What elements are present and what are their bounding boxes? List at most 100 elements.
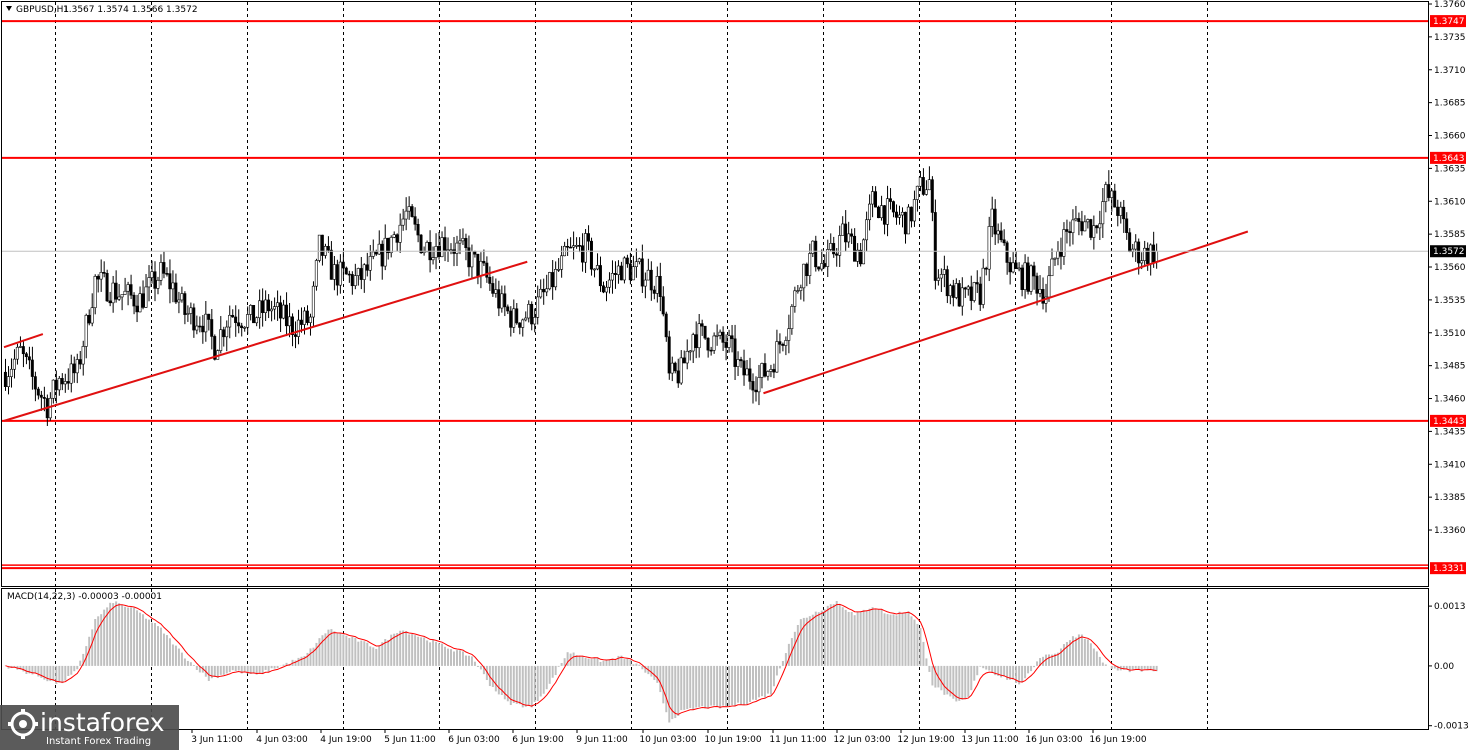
macd-signal-line <box>5 603 1157 715</box>
candle-bearish <box>551 272 555 288</box>
candle-bullish <box>287 316 291 327</box>
candle-bearish <box>183 293 187 315</box>
candle-bearish <box>542 288 546 293</box>
candle-bearish <box>888 198 892 202</box>
candle-bullish <box>900 211 904 216</box>
candle-bullish <box>1155 250 1159 263</box>
candle-bullish <box>1134 241 1138 250</box>
candle-bearish <box>835 253 839 256</box>
candle-bullish <box>362 264 366 280</box>
candle-bullish <box>368 256 372 271</box>
level-price-label: 1.3747 <box>1433 17 1465 27</box>
candle-bearish <box>497 289 501 309</box>
price-tick-label: 1.3410 <box>1434 460 1466 470</box>
candle-bullish <box>171 282 175 290</box>
candle-bullish <box>942 269 946 275</box>
candle-bullish <box>610 273 614 281</box>
price-tick-label: 1.3360 <box>1434 526 1466 536</box>
candle-bullish <box>1086 219 1090 223</box>
trend-line[interactable] <box>763 230 1249 395</box>
horizontal-levels[interactable] <box>2 20 1428 570</box>
candle-bullish <box>15 346 19 360</box>
candle-bullish <box>981 267 985 305</box>
candle-bullish <box>631 266 635 281</box>
candle-bullish <box>811 240 815 254</box>
trend-line[interactable] <box>3 333 44 349</box>
candle-bullish <box>302 310 306 325</box>
trend-lines[interactable] <box>3 230 1249 422</box>
candle-bullish <box>195 325 199 331</box>
candle-bullish <box>500 293 504 309</box>
candle-bullish <box>856 249 860 262</box>
candle-bullish <box>560 255 564 270</box>
candle-bullish <box>353 275 357 287</box>
price-tick-label: 1.3685 <box>1434 99 1466 109</box>
candle-bearish <box>335 264 339 286</box>
candle-bearish <box>969 286 973 301</box>
candle-bullish <box>156 279 160 289</box>
candle-bullish <box>670 362 674 374</box>
macd-tick-label: -0.0013 <box>1434 722 1468 732</box>
candle-bullish <box>1050 258 1054 277</box>
candle-bearish <box>473 250 477 255</box>
current-price-marker: 1.3572 <box>1433 247 1465 257</box>
candle-bearish <box>1116 206 1120 216</box>
candle-bullish <box>622 257 626 281</box>
candle-bearish <box>844 223 848 243</box>
candle-bearish <box>999 230 1003 241</box>
price-tick-label: 1.3660 <box>1434 132 1466 142</box>
candle-bearish <box>1113 190 1117 208</box>
candle-bullish <box>1053 257 1057 260</box>
candle-bullish <box>1101 201 1105 225</box>
candle-bearish <box>1077 218 1081 222</box>
watermark-background <box>0 705 179 750</box>
time-tick-label: 16 Jun 19:00 <box>1089 735 1146 745</box>
ohlc-readout: 1.3567 1.3574 1.3566 1.3572 <box>63 5 198 15</box>
candle-bearish <box>482 260 486 264</box>
candle-bullish <box>990 208 994 227</box>
candle-bearish <box>876 206 880 219</box>
candle-bullish <box>1119 206 1123 216</box>
candle-bearish <box>386 237 390 254</box>
candle-bearish <box>72 363 76 374</box>
candle-bearish <box>168 273 172 290</box>
candle-bullish <box>1017 267 1021 270</box>
candle-bearish <box>859 249 863 265</box>
candle-bullish <box>757 377 761 393</box>
candle-bearish <box>978 283 982 305</box>
candle-bullish <box>820 263 824 270</box>
time-tick-label: 9 Jun 11:00 <box>576 735 628 745</box>
candle-bearish <box>506 306 510 312</box>
candle-bullish <box>401 218 405 226</box>
trend-line[interactable] <box>3 260 528 422</box>
candle-bearish <box>894 211 898 218</box>
candle-bearish <box>54 379 58 391</box>
candle-bearish <box>530 303 534 325</box>
price-tick-label: 1.3485 <box>1434 362 1466 372</box>
time-tick-label: 11 Jun 11:00 <box>769 735 826 745</box>
candle-bullish <box>243 326 247 329</box>
candle-bearish <box>105 272 109 302</box>
candle-bearish <box>320 234 324 256</box>
candle-bullish <box>150 271 154 278</box>
level-price-label-bg <box>1430 562 1466 575</box>
time-tick-label: 10 Jun 03:00 <box>639 735 696 745</box>
candle-bearish <box>198 325 202 328</box>
candle-bullish <box>479 260 483 277</box>
time-tick-label: 13 Jun 11:00 <box>961 735 1018 745</box>
candle-bearish <box>1032 265 1036 277</box>
symbol-dropdown-icon[interactable] <box>6 6 12 11</box>
panel-frames <box>1 1 1429 730</box>
candle-bearish <box>569 246 573 249</box>
candle-bullish <box>90 307 94 324</box>
candle-bullish <box>841 223 845 236</box>
candle-bullish <box>338 261 342 286</box>
candle-bearish <box>299 319 303 325</box>
price-tick-label: 1.3610 <box>1434 197 1466 207</box>
candle-bearish <box>566 245 570 248</box>
candle-bullish <box>69 363 73 384</box>
candle-bullish <box>51 379 55 399</box>
candle-bearish <box>395 234 399 243</box>
instaforex-logo-icon <box>8 709 38 739</box>
time-tick-label: 16 Jun 03:00 <box>1025 735 1082 745</box>
